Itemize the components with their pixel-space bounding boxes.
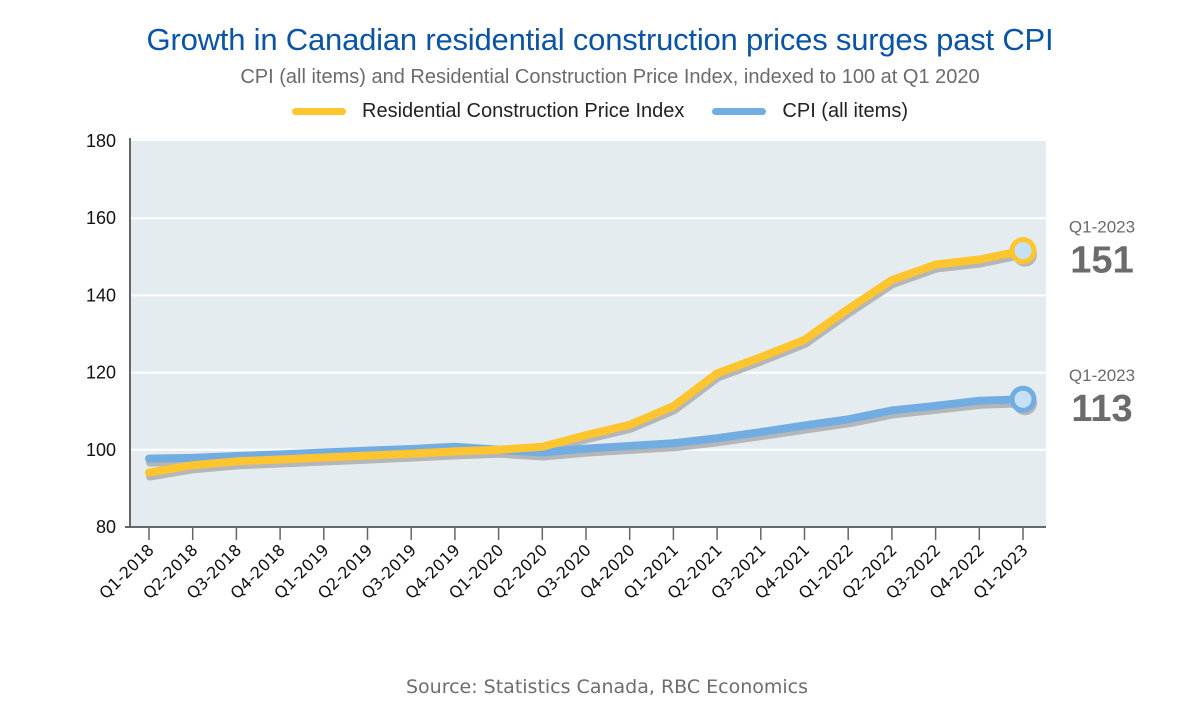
annotation-value: 151 (1070, 240, 1133, 282)
series-line-cpi (145, 395, 1027, 463)
y-tick-label: 160 (86, 208, 116, 228)
legend-swatch-rcpi (292, 108, 347, 115)
legend-label-rcpi: Residential Construction Price Index (362, 100, 685, 122)
end-marker (1009, 237, 1037, 265)
series-line-rcpi (145, 246, 1027, 477)
legend-item-cpi: CPI (all items) (712, 100, 908, 123)
chart-subtitle: CPI (all items) and Residential Construc… (240, 66, 980, 88)
y-tick-label: 180 (86, 131, 116, 151)
y-tick-label: 100 (86, 440, 116, 460)
legend-label-cpi: CPI (all items) (782, 100, 908, 122)
end-marker (1009, 385, 1037, 413)
y-tick-label: 80 (96, 517, 116, 537)
annotation-value: 113 (1071, 388, 1132, 430)
legend-item-rcpi: Residential Construction Price Index (292, 100, 684, 123)
y-tick-label: 120 (86, 363, 116, 383)
source-note: Source: Statistics Canada, RBC Economics (405, 676, 809, 698)
annotation-period: Q1-2023 (1069, 366, 1135, 385)
legend-swatch-cpi (712, 108, 767, 115)
chart-title: Growth in Canadian residential construct… (146, 22, 1054, 57)
y-tick-label: 140 (86, 285, 116, 305)
annotation-period: Q1-2023 (1069, 218, 1135, 237)
legend: Residential Construction Price Index CPI… (0, 100, 1200, 123)
plot-area (130, 141, 1046, 527)
